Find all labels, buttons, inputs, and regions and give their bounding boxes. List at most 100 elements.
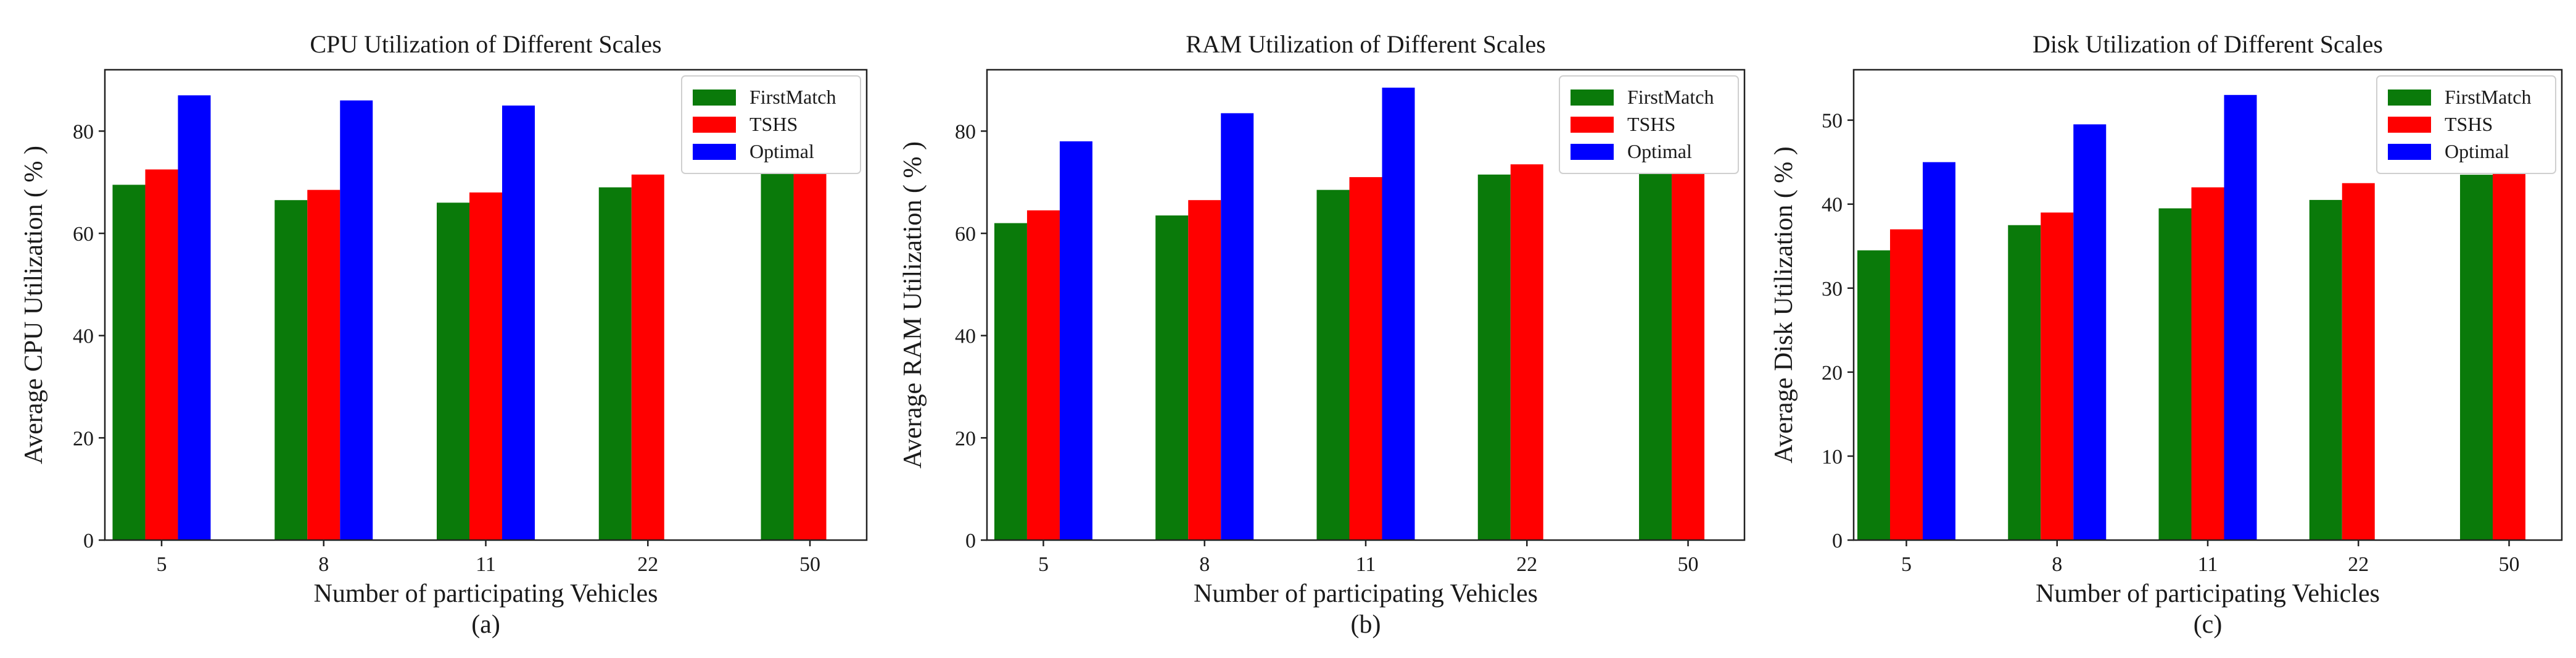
bar-tshs-5 [1026, 210, 1060, 540]
x-tick-label: 22 [2348, 553, 2369, 576]
y-tick-label: 80 [955, 120, 976, 143]
x-tick-label: 50 [1678, 553, 1699, 576]
bar-firstmatch-50 [761, 164, 794, 540]
y-tick-label: 0 [1832, 530, 1843, 552]
bar-tshs-11 [1349, 177, 1382, 540]
x-tick-label: 5 [1038, 553, 1049, 576]
legend: FirstMatch TSHS Optimal [681, 75, 861, 174]
x-tick-label: 11 [476, 553, 496, 576]
bar-optimal-8 [1221, 113, 1254, 541]
y-tick-label: 40 [955, 325, 976, 348]
bar-optimal-8 [2073, 124, 2107, 541]
x-tick-label: 11 [2198, 553, 2218, 576]
chart-panel-1: CPU Utilization of Different Scales 0 20 40… [20, 30, 868, 639]
y-tick-label: 0 [83, 530, 94, 552]
y-tick-label: 0 [965, 530, 976, 552]
legend-label-optimal: Optimal [2445, 140, 2509, 162]
bar-optimal-5 [1059, 141, 1092, 540]
x-tick-label: 8 [1199, 553, 1210, 576]
bar-tshs-8 [1188, 200, 1221, 540]
panel-caption: (b) [1351, 610, 1381, 639]
x-tick-label: 22 [637, 553, 658, 576]
x-axis-label: Number of participating Vehicles [1194, 580, 1538, 608]
y-tick-label: 60 [73, 223, 94, 246]
legend-swatch-firstmatch [2388, 90, 2431, 106]
bar-tshs-8 [307, 189, 341, 540]
y-tick-label: 50 [1822, 110, 1843, 133]
legend-label-firstmatch: FirstMatch [749, 86, 836, 108]
bar-optimal-8 [340, 100, 373, 540]
bar-optimal-11 [1382, 87, 1415, 540]
chart-title: Disk Utilization of Different Scales [2033, 30, 2383, 58]
bar-firstmatch-5 [112, 185, 146, 540]
chart-panel-3: Disk Utilization of Different Scales 0 10 2… [1770, 30, 2563, 639]
bar-firstmatch-8 [2008, 225, 2041, 540]
bar-tshs-11 [469, 192, 502, 541]
bar-tshs-22 [631, 174, 664, 541]
x-tick-label: 5 [156, 553, 167, 576]
bar-tshs-22 [1510, 164, 1543, 540]
bar-tshs-5 [1889, 229, 1923, 540]
bar-tshs-5 [145, 169, 178, 540]
legend: FirstMatch TSHS Optimal [2376, 75, 2556, 174]
chart-panel-2: RAM Utilization of Different Scales 0 20 40… [899, 30, 1746, 639]
bar-firstmatch-11 [1316, 189, 1350, 540]
bar-firstmatch-8 [1155, 215, 1189, 541]
bar-firstmatch-22 [2309, 199, 2342, 540]
panel-caption: (c) [2194, 610, 2223, 639]
bar-optimal-5 [1922, 162, 1955, 540]
bar-firstmatch-5 [994, 223, 1027, 540]
x-tick-label: 11 [1356, 553, 1376, 576]
legend-label-firstmatch: FirstMatch [1627, 86, 1714, 108]
legend-label-firstmatch: FirstMatch [2445, 86, 2531, 108]
legend-label-tshs: TSHS [749, 113, 798, 135]
bar-firstmatch-22 [1477, 174, 1511, 541]
legend-swatch-optimal [1571, 144, 1614, 160]
x-tick-label: 22 [1516, 553, 1537, 576]
bar-optimal-11 [502, 105, 535, 540]
x-axis-label: Number of participating Vehicles [314, 580, 658, 608]
y-tick-label: 20 [955, 427, 976, 450]
y-axis-label: Average Disk Utilization ( % ) [1770, 146, 1798, 464]
legend-swatch-tshs [1571, 117, 1614, 133]
chart-title: CPU Utilization of Different Scales [310, 30, 661, 58]
bar-firstmatch-50 [2460, 175, 2493, 540]
x-tick-label: 8 [318, 553, 329, 576]
y-tick-label: 20 [1822, 362, 1843, 385]
panel-caption: (a) [471, 610, 500, 639]
legend-swatch-optimal [693, 144, 736, 160]
x-tick-label: 50 [799, 553, 820, 576]
bar-tshs-22 [2342, 183, 2375, 541]
bar-optimal-5 [178, 95, 211, 541]
x-tick-label: 50 [2499, 553, 2520, 576]
bar-tshs-8 [2041, 212, 2074, 541]
legend-swatch-tshs [2388, 117, 2431, 133]
y-tick-label: 20 [73, 427, 94, 450]
bar-tshs-50 [2493, 162, 2526, 540]
y-tick-label: 30 [1822, 278, 1843, 301]
bar-tshs-50 [1672, 149, 1705, 540]
legend-label-tshs: TSHS [2445, 113, 2493, 135]
legend-swatch-tshs [693, 117, 736, 133]
legend-swatch-optimal [2388, 144, 2431, 160]
bar-tshs-50 [793, 154, 827, 541]
bar-firstmatch-11 [2158, 208, 2192, 541]
x-tick-label: 8 [2052, 553, 2062, 576]
bar-firstmatch-11 [437, 202, 469, 540]
legend-label-optimal: Optimal [749, 140, 814, 162]
legend-label-tshs: TSHS [1627, 113, 1675, 135]
y-tick-label: 40 [73, 325, 94, 348]
x-axis-label: Number of participating Vehicles [2036, 580, 2380, 608]
bar-firstmatch-5 [1857, 250, 1890, 540]
bar-firstmatch-22 [598, 187, 632, 540]
bar-optimal-11 [2224, 94, 2257, 541]
bar-tshs-11 [2191, 187, 2224, 540]
bar-firstmatch-8 [275, 200, 308, 540]
y-axis-label: Average CPU Utilization ( % ) [20, 146, 48, 464]
chart-title: RAM Utilization of Different Scales [1186, 30, 1546, 58]
legend-swatch-firstmatch [1571, 90, 1614, 106]
x-tick-label: 5 [1901, 553, 1912, 576]
y-tick-label: 10 [1822, 446, 1843, 469]
y-tick-label: 40 [1822, 194, 1843, 217]
